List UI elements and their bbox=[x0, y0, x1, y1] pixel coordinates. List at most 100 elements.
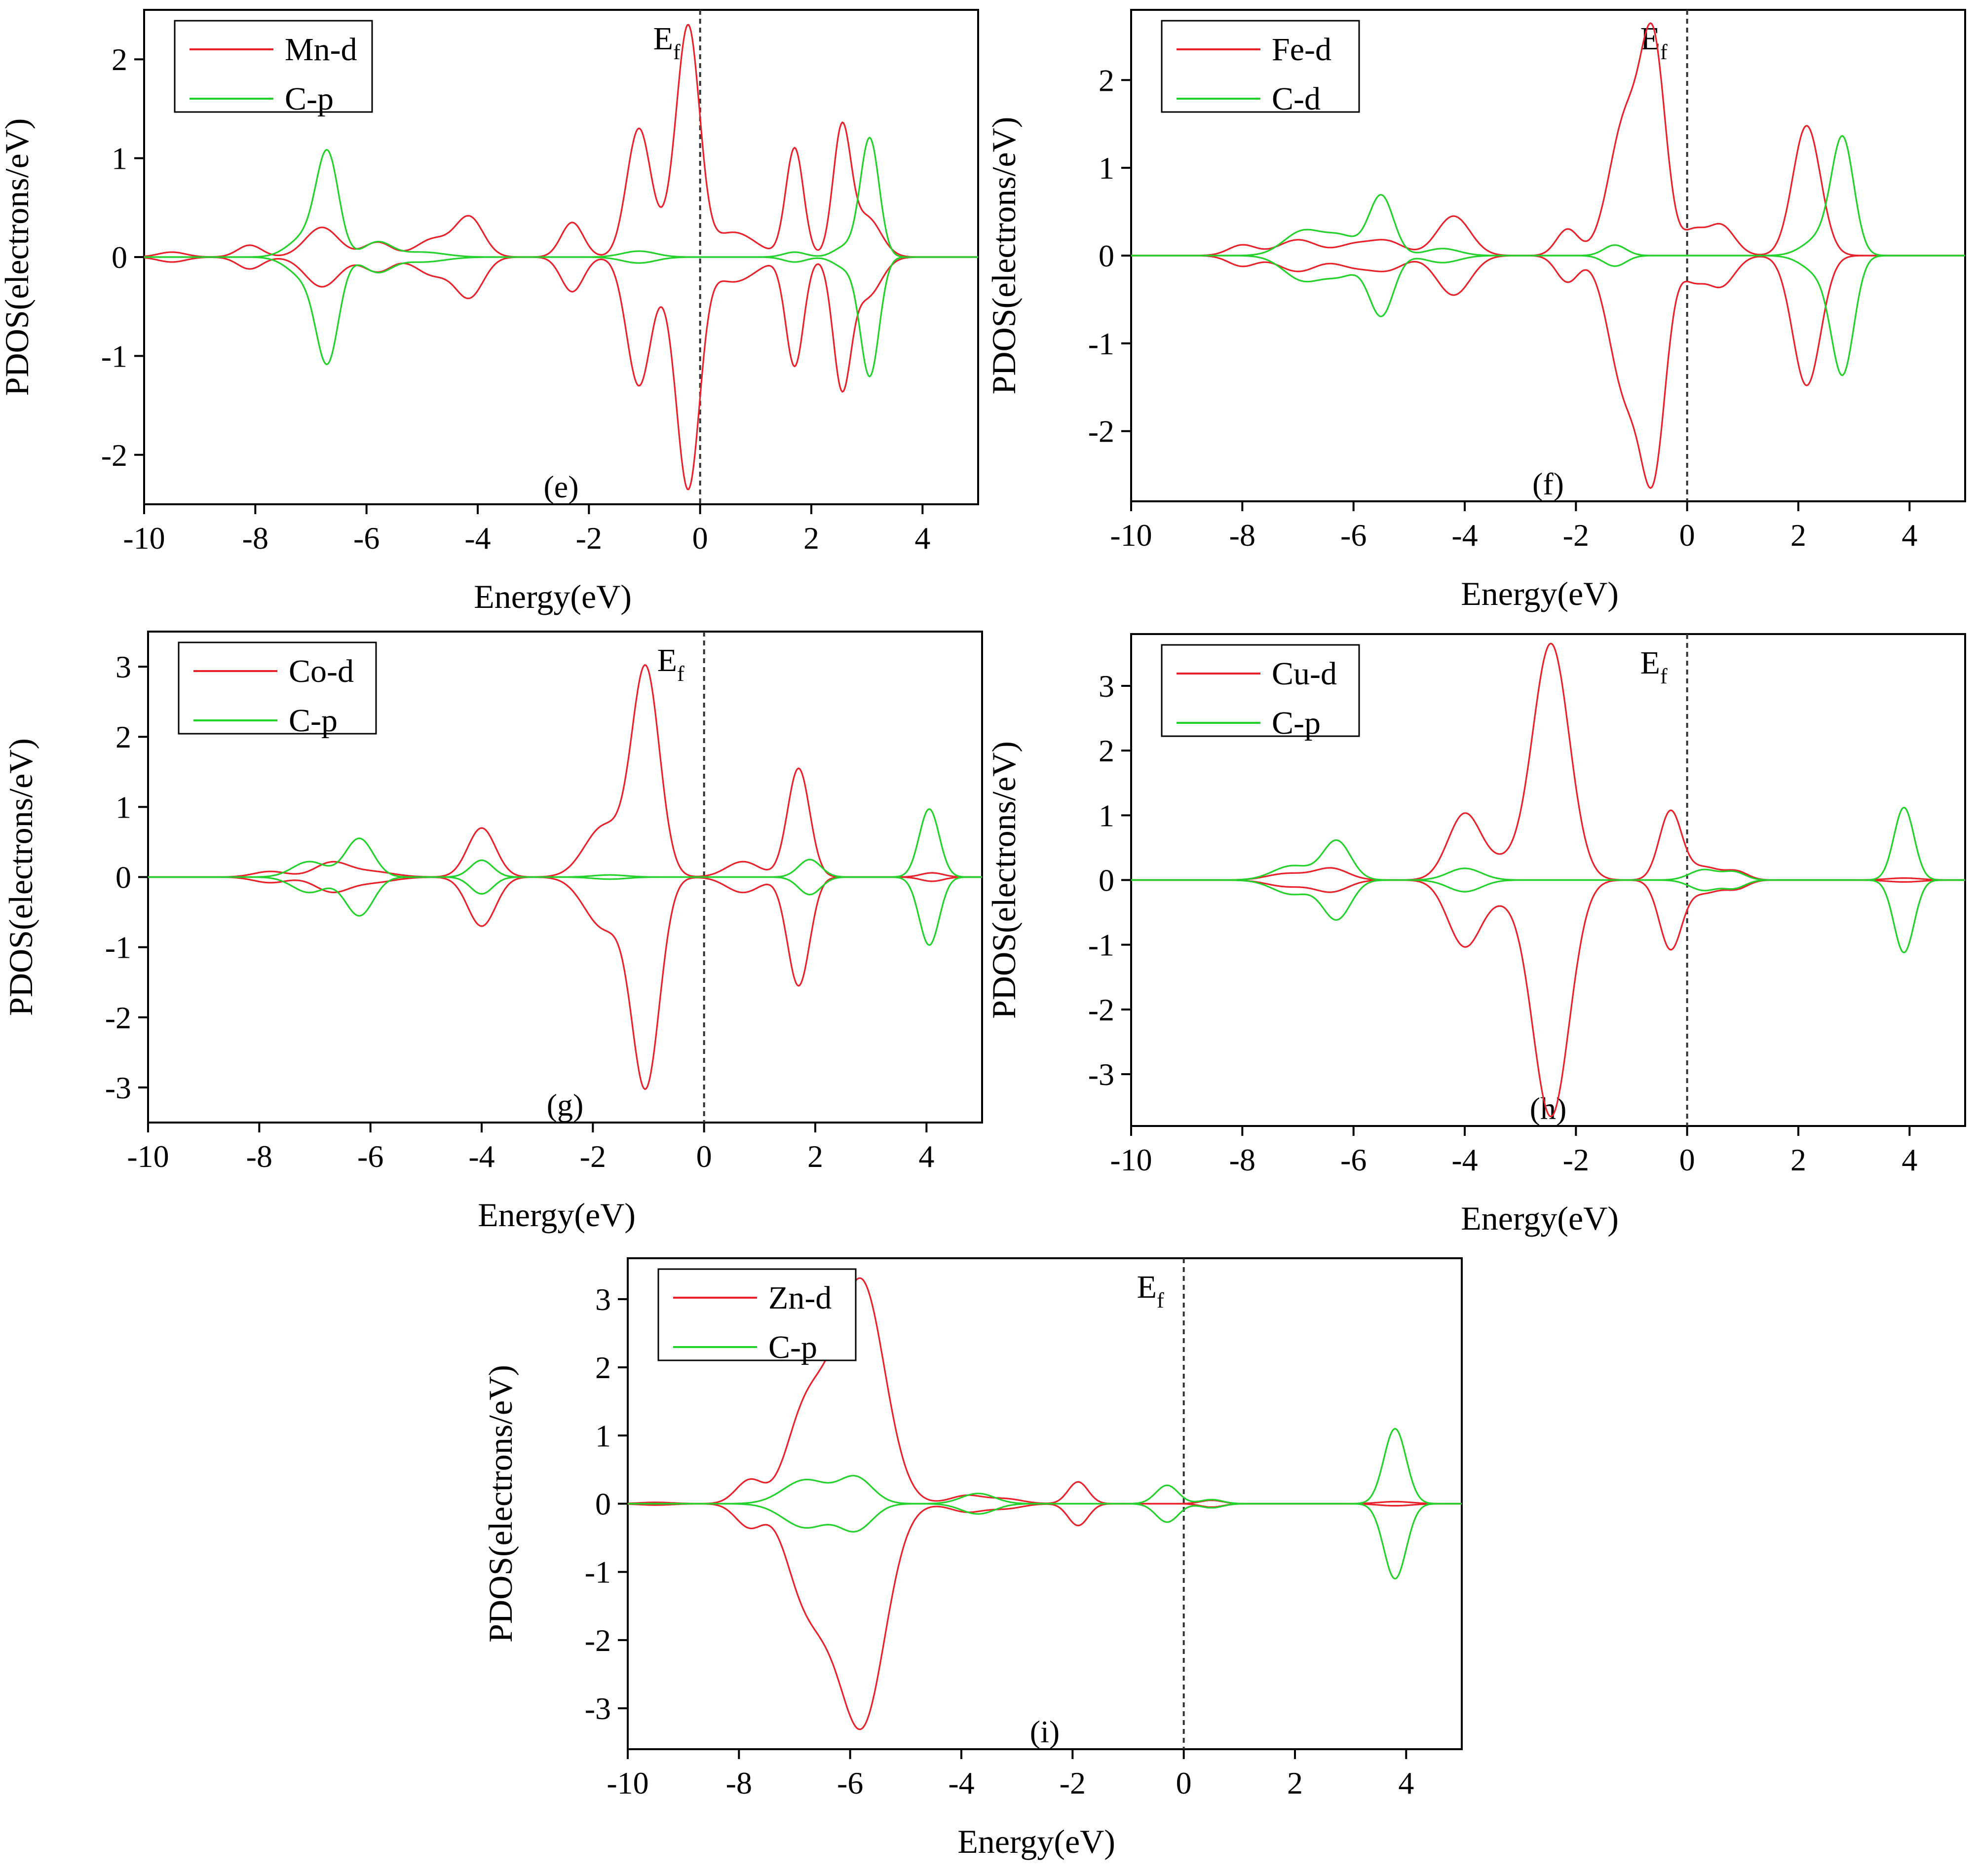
y-tick-label: -3 bbox=[585, 1691, 611, 1726]
y-tick-label: 2 bbox=[115, 719, 131, 754]
legend-entry-label: C-d bbox=[1272, 81, 1321, 117]
x-tick-label: -8 bbox=[242, 521, 268, 556]
x-tick-label: -10 bbox=[1110, 518, 1152, 553]
y-tick-label: -3 bbox=[105, 1070, 131, 1105]
x-tick-label: 0 bbox=[692, 521, 708, 556]
x-tick-label: 4 bbox=[1901, 518, 1917, 553]
pdos-panel-h: -10 -8 -6 -4 -2 0 2 4-3-2-10123Energy(eV)PDOS(e… bbox=[985, 633, 1966, 1237]
y-tick-label: -1 bbox=[1088, 928, 1114, 963]
x-tick-label: 2 bbox=[1790, 1142, 1806, 1177]
x-tick-label: -10 bbox=[127, 1139, 169, 1174]
legend: Zn-d C-p bbox=[657, 1268, 857, 1365]
y-axis-title: PDOS(electrons/eV) bbox=[482, 1365, 519, 1643]
legend-box bbox=[178, 641, 377, 735]
y-axis-title: PDOS(electrons/eV) bbox=[2, 738, 39, 1016]
panel-label: (e) bbox=[543, 469, 578, 504]
x-axis-title: Energy(eV) bbox=[1461, 1200, 1619, 1237]
y-tick-label: 1 bbox=[1099, 798, 1114, 833]
y-tick-label: -2 bbox=[1088, 992, 1114, 1027]
x-tick-label: -8 bbox=[1229, 1142, 1255, 1177]
legend: Mn-d C-p bbox=[174, 20, 373, 117]
legend-entry-label: C-p bbox=[285, 81, 334, 117]
x-tick-label: -6 bbox=[1340, 1142, 1367, 1177]
x-tick-label: 0 bbox=[696, 1139, 712, 1174]
y-tick-label: -2 bbox=[1088, 414, 1114, 449]
panel-label: (g) bbox=[547, 1088, 584, 1123]
x-tick-label: 2 bbox=[803, 521, 819, 556]
legend: Cu-d C-p bbox=[1161, 644, 1360, 741]
series-line-c-p-spin-down bbox=[148, 876, 982, 946]
y-tick-label: 2 bbox=[595, 1350, 611, 1385]
x-tick-label: 4 bbox=[1398, 1765, 1414, 1801]
legend-entry-label: C-p bbox=[768, 1329, 817, 1365]
x-tick-label: -2 bbox=[1563, 1142, 1589, 1177]
x-tick-label: -4 bbox=[468, 1139, 494, 1174]
y-tick-label: -2 bbox=[585, 1623, 611, 1658]
fermi-subscript: f bbox=[677, 662, 684, 686]
x-axis-title: Energy(eV) bbox=[957, 1823, 1115, 1860]
panel-label: (i) bbox=[1030, 1714, 1060, 1749]
legend-entry-label: Cu-d bbox=[1272, 656, 1337, 692]
fermi-label: Ef bbox=[657, 642, 684, 686]
x-tick-label: -8 bbox=[246, 1139, 272, 1174]
fermi-subscript: f bbox=[673, 40, 681, 64]
x-tick-label: -10 bbox=[1110, 1142, 1152, 1177]
series-line-mn-d-spin-up bbox=[144, 24, 978, 258]
y-tick-label: -1 bbox=[585, 1555, 611, 1590]
x-tick-label: -10 bbox=[607, 1765, 648, 1801]
y-tick-label: 2 bbox=[112, 42, 127, 77]
fermi-subscript: f bbox=[1660, 664, 1668, 688]
x-tick-label: -4 bbox=[948, 1765, 974, 1801]
x-tick-label: 0 bbox=[1679, 1142, 1695, 1177]
x-axis-title: Energy(eV) bbox=[478, 1196, 636, 1234]
pdos-panel-i: -10 -8 -6 -4 -2 0 2 4-3-2-10123Energy(eV)PDOS(e… bbox=[482, 1257, 1463, 1860]
y-tick-label: 3 bbox=[595, 1282, 611, 1317]
series-line-c-d-spin-down bbox=[1131, 255, 1965, 376]
series-line-c-p-spin-up bbox=[148, 808, 982, 878]
y-axis-title: PDOS(electrons/eV) bbox=[985, 741, 1023, 1019]
x-tick-label: -8 bbox=[1229, 518, 1255, 553]
y-tick-label: -1 bbox=[101, 338, 127, 374]
pdos-panel-f: -10 -8 -6 -4 -2 0 2 4-2-1012Energy(eV)PDOS(elec… bbox=[985, 9, 1966, 612]
series-line-mn-d-spin-down bbox=[144, 256, 978, 490]
legend-entry-label: Mn-d bbox=[285, 32, 357, 68]
y-tick-label: -2 bbox=[105, 1000, 131, 1035]
series-line-zn-d-spin-down bbox=[628, 1502, 1462, 1730]
y-tick-label: 1 bbox=[115, 789, 131, 825]
x-tick-label: -4 bbox=[1451, 518, 1478, 553]
panel-label: (h) bbox=[1530, 1091, 1567, 1126]
fermi-label: Ef bbox=[1137, 1269, 1164, 1313]
x-tick-label: 2 bbox=[1287, 1765, 1303, 1801]
x-tick-label: -6 bbox=[353, 521, 380, 556]
legend-entry-label: C-p bbox=[289, 703, 338, 739]
fermi-subscript: f bbox=[1660, 40, 1668, 64]
x-axis-title: Energy(eV) bbox=[1461, 575, 1619, 612]
y-tick-label: 0 bbox=[1099, 238, 1114, 273]
x-tick-label: -2 bbox=[1563, 518, 1589, 553]
y-axis-title: PDOS(electrons/eV) bbox=[985, 117, 1023, 395]
x-tick-label: 2 bbox=[1790, 518, 1806, 553]
legend-box bbox=[174, 20, 373, 113]
y-tick-label: 0 bbox=[115, 860, 131, 895]
legend-entry-label: Zn-d bbox=[768, 1280, 832, 1316]
series-line-c-p-spin-down bbox=[628, 1502, 1462, 1580]
x-tick-label: -6 bbox=[837, 1765, 863, 1801]
legend-box bbox=[1161, 644, 1360, 737]
y-tick-label: 0 bbox=[1099, 863, 1114, 898]
y-tick-label: 1 bbox=[595, 1418, 611, 1453]
series-line-fe-d-spin-up bbox=[1131, 22, 1965, 257]
legend-entry-label: Fe-d bbox=[1272, 32, 1331, 68]
series-line-c-d-spin-up bbox=[1131, 135, 1965, 257]
y-tick-label: 3 bbox=[115, 649, 131, 684]
x-tick-label: -4 bbox=[464, 521, 491, 556]
x-tick-label: 4 bbox=[918, 1139, 934, 1174]
x-tick-label: -8 bbox=[726, 1765, 752, 1801]
x-tick-label: 2 bbox=[807, 1139, 823, 1174]
x-tick-label: -6 bbox=[1340, 518, 1367, 553]
legend-entry-label: C-p bbox=[1272, 705, 1321, 741]
series-line-c-p-spin-down bbox=[144, 256, 978, 378]
x-tick-label: -6 bbox=[357, 1139, 383, 1174]
legend-entry-label: Co-d bbox=[289, 653, 354, 689]
fermi-label: Ef bbox=[653, 21, 681, 64]
x-tick-label: -2 bbox=[576, 521, 602, 556]
